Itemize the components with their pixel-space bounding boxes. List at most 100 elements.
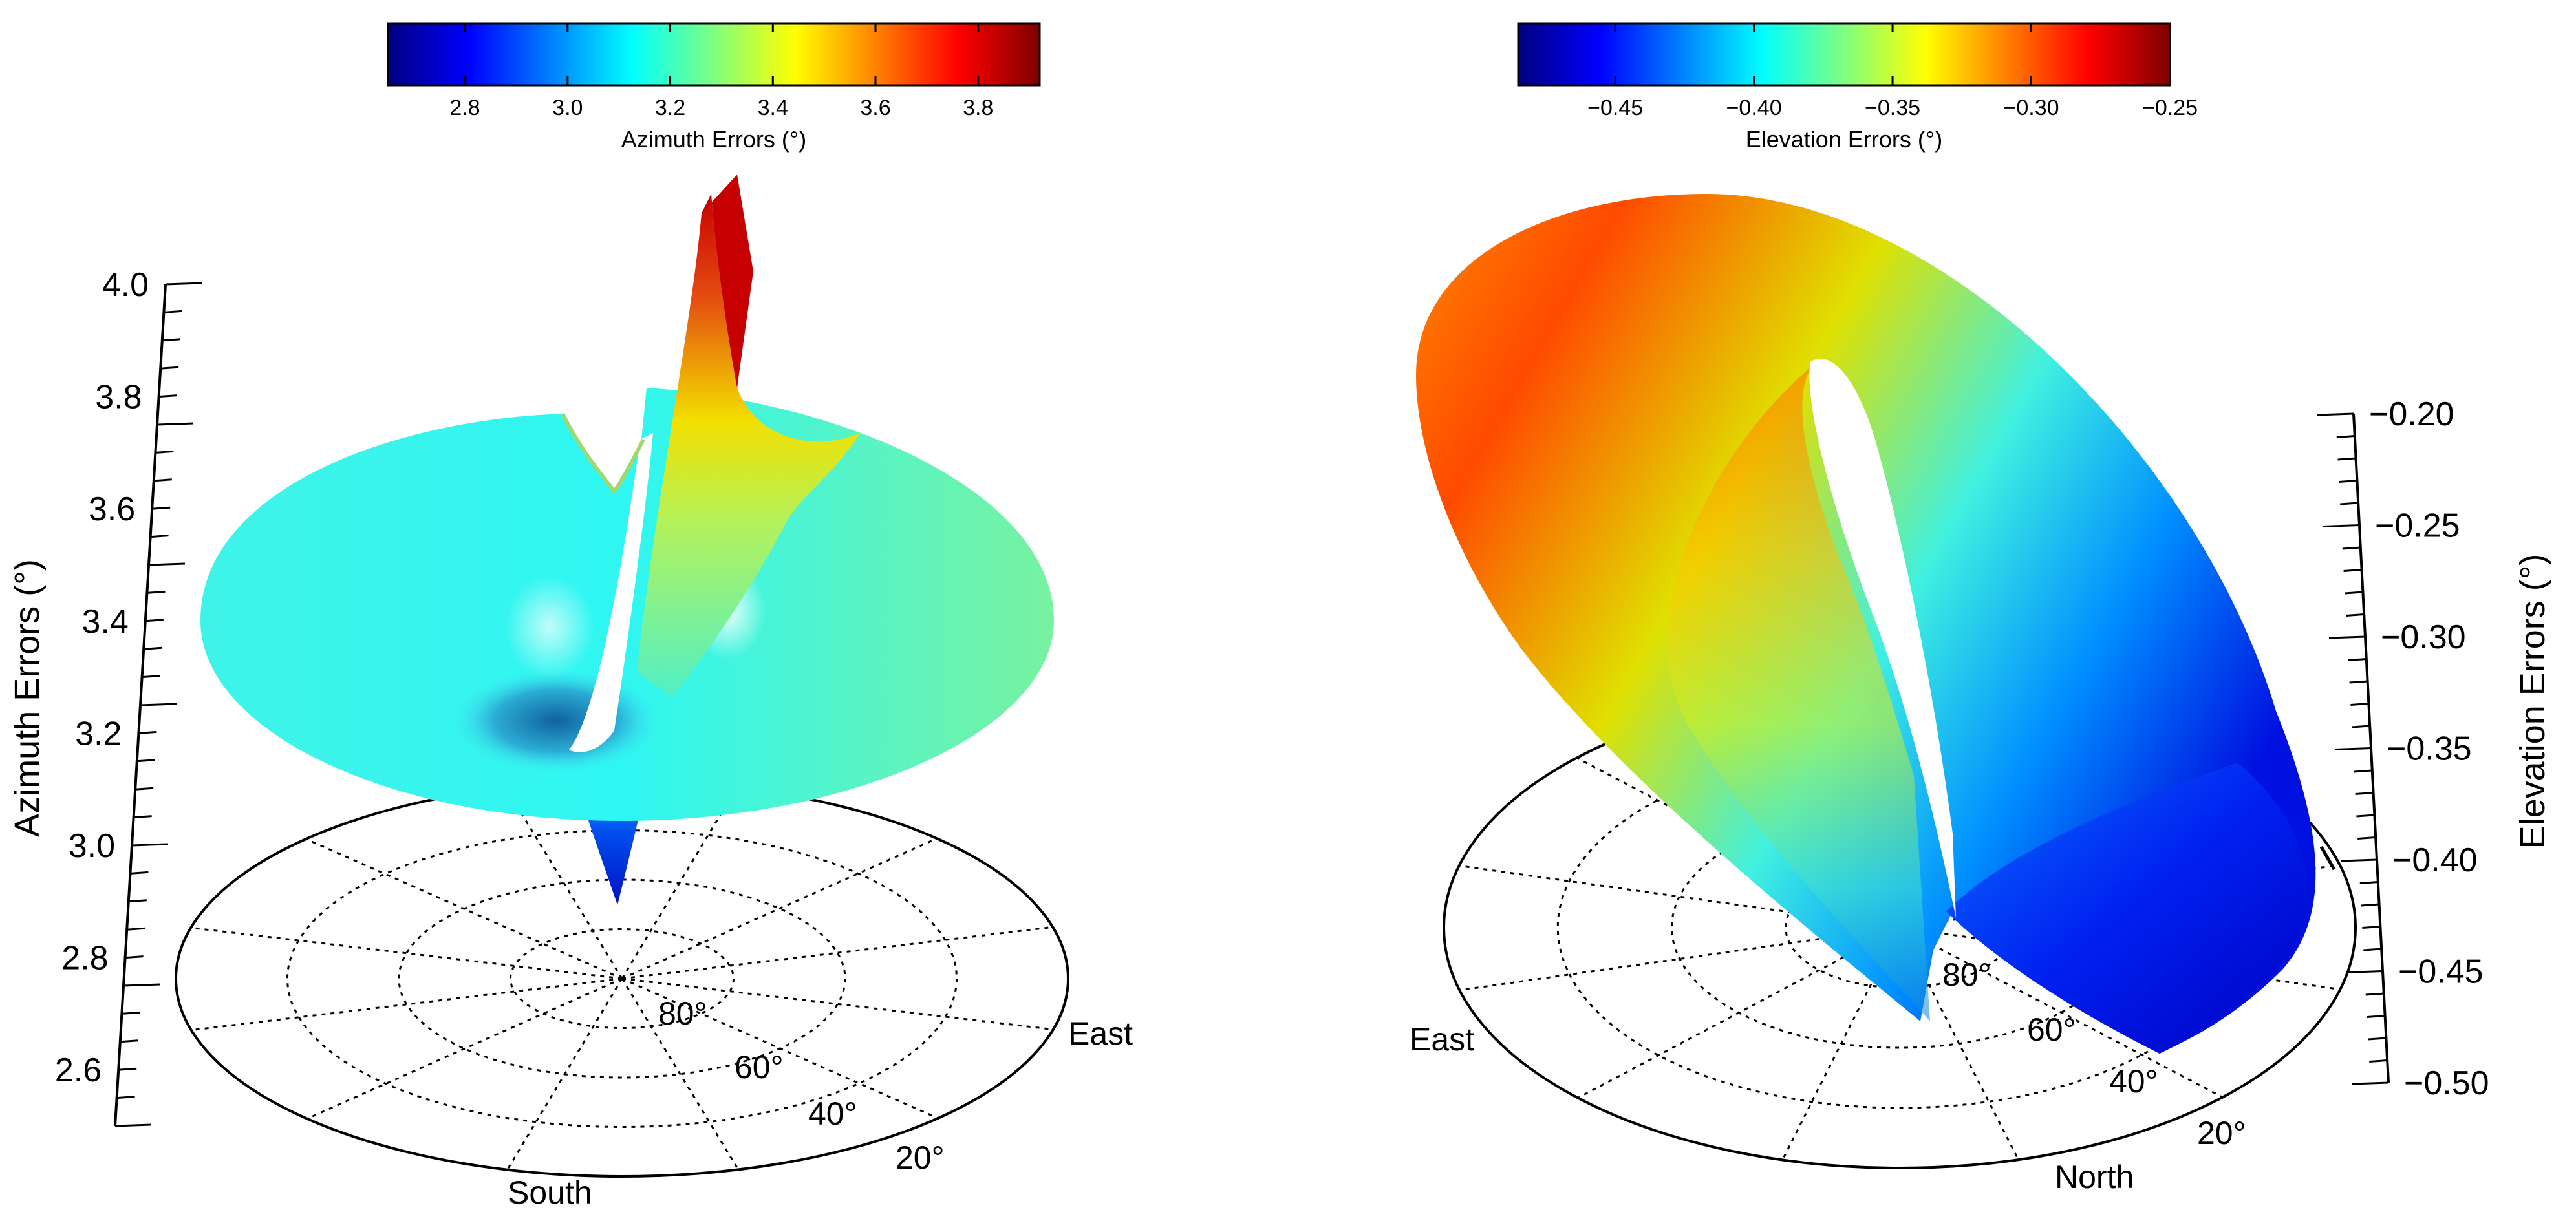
azimuth-z-axis-tick	[118, 1067, 137, 1071]
azimuth-polar-elevation-label: 40°	[808, 1096, 857, 1132]
elevation-z-axis-tick	[2362, 926, 2381, 929]
elevation-z-axis-tick	[2328, 635, 2366, 639]
elevation-z-axis-tick	[2352, 725, 2370, 728]
azimuth-polar-spoke	[621, 837, 938, 980]
azimuth-polar-spoke	[305, 838, 623, 980]
azimuth-polar-ring	[398, 878, 846, 1079]
azimuth-polar-direction-label: South	[508, 1174, 592, 1211]
elevation-colorbar-ticks: −0.45 −0.40 −0.35 −0.30 −0.25	[1587, 23, 2198, 120]
azimuth-surface-notch	[563, 414, 643, 491]
azimuth-z-axis-tick	[131, 843, 169, 847]
elevation-z-axis-tick-label: −0.40	[2392, 842, 2478, 879]
elevation-z-axis-tick-label: −0.45	[2398, 953, 2484, 991]
azimuth-z-axis-tick	[128, 899, 147, 903]
elevation-surface-hole	[1809, 359, 1956, 918]
azimuth-surface-notch-edge	[561, 412, 645, 495]
azimuth-z-axis-tick	[140, 703, 177, 706]
azimuth-polar-ring	[510, 928, 735, 1029]
elevation-z-axis-tick	[2345, 591, 2363, 595]
azimuth-z-axis-tick	[120, 1039, 138, 1043]
azimuth-polar-elevation-label: 20°	[896, 1140, 945, 1176]
azimuth-z-axis-tick	[114, 1123, 152, 1127]
azimuth-z-axis-tick-label: 3.8	[95, 379, 142, 416]
azimuth-z-axis-tick-label: 2.8	[61, 940, 108, 977]
azimuth-z-axis-tick	[164, 310, 182, 313]
elevation-polar-spoke	[1898, 927, 2020, 1160]
azimuth-z-axis-tick	[153, 478, 172, 482]
elevation-colorbar-title: Elevation Errors (°)	[1746, 126, 1942, 153]
azimuth-surface	[200, 175, 1054, 905]
elevation-z-axis-tick	[2340, 502, 2359, 505]
elevation-colorbar-tick-label: −0.30	[2004, 96, 2059, 120]
elevation-z-axis-tick-label: −0.25	[2375, 507, 2460, 545]
elevation-z-axis-tick	[2334, 747, 2372, 750]
azimuth-z-axis-tick	[145, 619, 164, 622]
elevation-surface	[1416, 194, 2336, 1054]
azimuth-z-axis-tick	[152, 506, 171, 510]
azimuth-polar-base: 80° 60° 40° 20° South East	[175, 780, 1133, 1211]
azimuth-surface-slit	[569, 433, 653, 752]
elevation-z-axis-tick	[2340, 858, 2377, 862]
elevation-z-axis-tick-label: −0.20	[2369, 396, 2454, 433]
elevation-polar-spoke	[1899, 926, 2224, 1098]
elevation-z-axis-tick	[2367, 1015, 2385, 1018]
elevation-z-axis-tick-label: −0.35	[2387, 730, 2472, 768]
azimuth-z-axis-tick	[142, 675, 160, 679]
elevation-polar-elevation-label: 80°	[1942, 957, 1991, 993]
elevation-z-axis-tick	[2361, 903, 2379, 907]
azimuth-polar-direction-label: East	[1068, 1015, 1133, 1052]
elevation-z-axis-tick	[2368, 1037, 2387, 1041]
azimuth-colorbar-tick-label: 3.8	[963, 96, 993, 120]
azimuth-z-axis-title: Azimuth Errors (°)	[8, 559, 47, 837]
azimuth-z-axis-tick	[150, 535, 169, 538]
azimuth-z-axis-tick	[136, 759, 155, 763]
azimuth-z-axis: 2.6 2.8 3.0 3.2 3.4 3.6 3.8 4.0 Azimuth Errors …	[8, 266, 202, 1127]
azimuth-polar-spoke	[621, 977, 939, 1120]
azimuth-z-axis-tick-label: 3.6	[89, 491, 135, 528]
elevation-z-axis-tick	[2317, 412, 2354, 416]
azimuth-z-axis-tick	[127, 927, 145, 931]
azimuth-polar-spoke	[621, 926, 1053, 980]
azimuth-colorbar-tick-label: 3.0	[552, 96, 583, 120]
azimuth-z-axis-tick	[156, 422, 194, 426]
elevation-z-axis-tick	[2359, 881, 2378, 884]
azimuth-z-axis-tick-label: 3.0	[69, 827, 115, 865]
elevation-z-axis-tick	[2354, 769, 2372, 773]
elevation-polar-elevation-label: 60°	[2027, 1012, 2076, 1048]
elevation-z-axis-tick	[2349, 680, 2368, 684]
azimuth-z-axis-tick	[123, 983, 160, 987]
elevation-z-axis-title: Elevation Errors (°)	[2513, 554, 2552, 849]
azimuth-z-axis-tick	[162, 338, 180, 342]
azimuth-errors-plot: 2.8 3.0 3.2 3.4 3.6 3.8 Azimuth Errors (°) 2.…	[8, 22, 1133, 1211]
azimuth-colorbar-strip	[387, 22, 1041, 87]
elevation-polar-direction-label: North	[2055, 1159, 2134, 1195]
azimuth-polar-spoke	[621, 787, 738, 979]
azimuth-z-axis-tick	[144, 646, 162, 650]
elevation-colorbar-tick-label: −0.25	[2142, 96, 2198, 120]
elevation-z-axis-tick	[2357, 836, 2376, 840]
azimuth-polar-spoke	[506, 978, 623, 1171]
azimuth-colorbar: 2.8 3.0 3.2 3.4 3.6 3.8 Azimuth Errors (°)	[387, 22, 1041, 153]
azimuth-z-axis-tick	[122, 1011, 140, 1015]
elevation-polar-elevation-label: 40°	[2109, 1063, 2158, 1099]
azimuth-z-axis-tick	[125, 955, 144, 959]
azimuth-z-axis-tick-label: 3.4	[82, 603, 129, 641]
azimuth-polar-elevation-label: 80°	[658, 995, 707, 1032]
elevation-surface-low	[1946, 763, 2308, 1054]
elevation-errors-plot: −0.45 −0.40 −0.35 −0.30 −0.25 Elevation Erro…	[1410, 22, 2552, 1195]
elevation-colorbar-tick-label: −0.40	[1726, 96, 1782, 120]
elevation-z-axis-tick	[2343, 569, 2362, 572]
elevation-z-axis-tick	[2356, 814, 2375, 818]
azimuth-colorbar-tick-label: 3.6	[860, 96, 890, 120]
elevation-z-axis-tick	[2339, 480, 2357, 483]
azimuth-polar-spoke	[191, 926, 623, 980]
elevation-z-axis-tick-label: −0.30	[2381, 619, 2466, 656]
azimuth-z-axis-tick	[147, 590, 166, 594]
elevation-z-axis-tick	[2348, 658, 2367, 661]
azimuth-z-axis-tick	[160, 366, 179, 370]
elevation-z-axis-tick	[2346, 970, 2383, 973]
elevation-z-axis-tick	[2363, 948, 2382, 951]
elevation-surface-edge	[2319, 845, 2336, 871]
elevation-z-axis-tick	[2350, 703, 2369, 706]
